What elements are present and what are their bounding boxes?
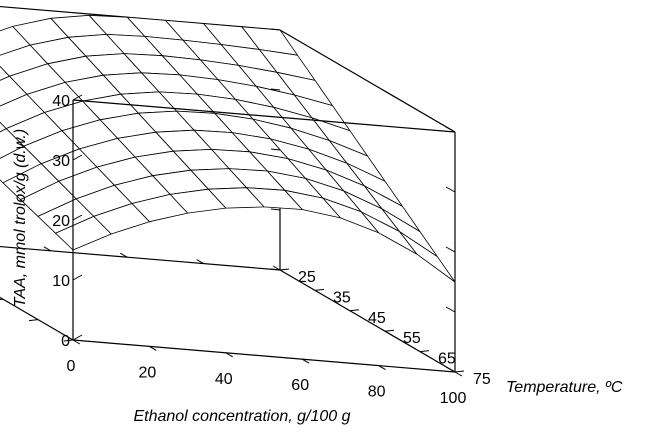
y-tick-label: 55 [403,330,421,347]
y-tick-mark [454,370,465,373]
y-tick-mark [0,298,4,301]
x-tick-label: 0 [67,358,76,375]
box-edge [0,296,74,341]
z-tick-mark [445,186,456,193]
y-tick-label: 65 [438,351,456,368]
x-tick-mark [301,358,310,364]
surface-cell [55,215,112,251]
y-axis-label: Temperature, ºC [506,379,623,396]
x-tick-mark [225,352,233,358]
x-tick-label: 60 [291,377,309,394]
z-axis-label: TAA, mmol trolox/g (d.w.) [12,129,29,307]
box-edge [72,339,456,373]
y-tick-mark [28,319,39,322]
z-tick-mark [270,208,281,211]
y-tick-mark [314,288,325,291]
x-tick-mark [120,252,128,258]
x-tick-mark [72,339,81,345]
z-tick-mark [72,154,83,161]
box-edge [279,269,456,373]
z-tick-mark [270,88,281,91]
x-tick-label: 100 [440,390,467,407]
z-tick-mark [72,274,83,281]
z-tick-mark [445,246,456,253]
z-tick-mark [445,126,456,133]
y-tick-mark [349,309,360,312]
x-tick-mark [43,246,52,252]
y-tick-mark [384,329,395,332]
box-edge [279,29,456,133]
z-tick-mark [72,214,83,221]
y-tick-label: 35 [333,289,351,306]
y-tick-mark [63,339,74,342]
axis-ticks: 0 20 40 60 80 100 25 35 45 55 65 75 0 10 20 30 40 [0,28,491,407]
y-tick-label: 25 [298,269,316,286]
x-tick-mark [149,345,157,351]
x-tick-label: 20 [139,364,157,381]
y-tick-mark [419,350,430,353]
z-tick-mark [270,148,281,151]
z-tick-label: 40 [52,93,70,110]
response-surface [0,14,456,283]
y-tick-label: 45 [368,310,386,327]
x-tick-mark [196,259,204,265]
z-tick-label: 0 [61,333,70,350]
z-tick-label: 20 [52,213,70,230]
z-tick-mark [270,268,281,271]
x-axis-label: Ethanol concentration, g/100 g [133,408,350,425]
z-tick-mark [270,28,281,31]
z-tick-mark [445,306,456,313]
x-tick-mark [378,365,386,371]
x-tick-label: 40 [215,371,233,388]
x-tick-mark [272,265,281,271]
z-tick-label: 30 [52,153,70,170]
z-tick-mark [445,366,456,373]
box-edge [0,245,281,271]
z-tick-label: 10 [52,273,70,290]
x-tick-label: 80 [368,384,386,401]
x-tick-mark [454,371,463,377]
surface-cell [398,230,456,283]
box-edge [72,99,456,133]
y-tick-label: 75 [473,371,491,388]
z-tick-mark [72,334,83,341]
y-tick-mark [279,268,290,271]
z-tick-mark [72,94,83,101]
